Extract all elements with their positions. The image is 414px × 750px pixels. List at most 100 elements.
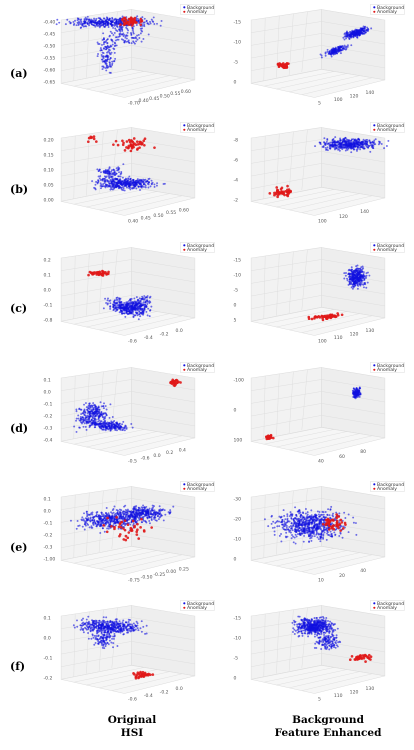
background-point [323,141,326,144]
background-point [105,506,108,509]
tick-label: -15 [234,20,242,26]
background-point [276,525,279,528]
background-point [128,301,131,304]
background-point [339,48,342,51]
background-point [127,29,130,32]
background-point [149,20,151,23]
background-point [95,513,98,516]
background-point [98,177,101,180]
gridline [73,494,76,558]
tick-label: 0.60 [179,207,189,213]
tick-label: -10 [234,273,242,279]
background-point [131,302,134,305]
background-point [127,518,130,521]
background-point [358,280,360,283]
background-point [90,423,93,426]
background-point [97,170,100,173]
background-point [162,182,165,185]
gridline [288,371,294,433]
background-point [338,149,341,152]
gridline [251,510,322,523]
background-point [322,525,325,528]
background-point [137,511,140,514]
background-point [350,32,353,35]
gridline [263,309,335,325]
background-point [56,18,59,21]
background-point [129,183,132,186]
background-point [358,387,361,390]
gridline [289,75,360,93]
background-point [106,41,109,44]
background-point [163,509,166,512]
anomaly-point [143,143,146,147]
anomaly-point [285,64,288,67]
background-point [123,306,126,309]
background-point [355,267,358,270]
background-point [114,185,117,188]
background-point [99,522,102,525]
background-point [359,284,362,287]
background-point [81,525,84,528]
background-point [126,512,129,515]
background-point [323,531,326,534]
gridline [251,391,322,404]
gridline [131,45,195,57]
anomaly-point [117,525,121,529]
background-point [122,163,125,166]
background-point [339,52,342,55]
background-point [122,428,125,431]
scatter-panel-3-1: 0.20.10.0-0.1-0.8-0.6-0.4-0.20.0Backgrou… [44,242,215,345]
background-point [104,186,107,189]
background-point [98,425,101,428]
gridline [251,33,322,46]
gridline [251,415,322,429]
background-point [365,274,368,277]
background-point [131,178,134,181]
tick-label: 0.45 [149,96,159,102]
background-point [140,185,143,188]
background-point [362,283,365,286]
anomaly-point [113,527,116,531]
background-point [146,22,149,25]
anomaly-point [138,146,141,149]
background-point [101,518,104,521]
background-point [102,426,105,429]
background-point [102,513,105,516]
background-point [129,188,132,191]
gridline [276,550,347,567]
background-point [350,151,353,154]
background-point [353,148,356,151]
series-background-points [91,163,166,192]
background-point [99,182,102,185]
background-point [356,146,359,149]
background-point [339,137,342,140]
background-point [158,505,161,508]
anomaly-point [123,519,127,522]
background-point [94,522,97,525]
anomaly-point [106,516,109,520]
background-point [109,44,112,47]
background-point [108,176,111,179]
background-point [115,509,118,511]
background-point [349,281,352,283]
background-point [131,426,134,429]
anomaly-point [177,380,180,384]
background-point [104,171,107,173]
background-point [112,304,115,307]
background-point [136,38,139,41]
background-point [283,525,286,528]
background-point [96,410,99,413]
background-point [320,534,323,537]
tick-label: 0.00 [44,197,54,203]
anomaly-point [122,20,126,24]
background-point [172,505,175,508]
background-point [97,175,100,178]
background-point [293,536,296,539]
background-point [357,277,360,280]
pane-floor [251,546,385,575]
gridline [73,255,76,319]
